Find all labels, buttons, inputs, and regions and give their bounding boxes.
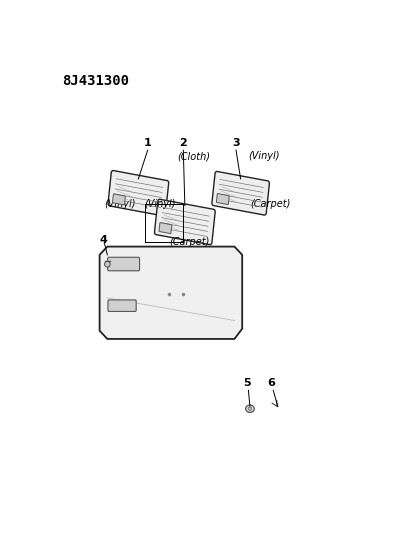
Text: (Carpet): (Carpet) [169,238,210,247]
Text: 2: 2 [180,138,187,148]
Text: (Cloth): (Cloth) [177,151,210,161]
Text: 8J431300: 8J431300 [62,74,130,88]
Text: 6: 6 [268,378,276,388]
FancyBboxPatch shape [159,223,172,233]
FancyBboxPatch shape [216,193,229,205]
Text: (Vinyl): (Vinyl) [248,151,280,161]
FancyBboxPatch shape [154,199,215,245]
Text: (Vinyl): (Vinyl) [144,199,176,209]
Text: 4: 4 [100,236,108,245]
Ellipse shape [104,261,110,267]
FancyBboxPatch shape [108,171,169,216]
Text: (Carpet): (Carpet) [250,199,290,209]
Text: 5: 5 [243,378,251,388]
FancyBboxPatch shape [108,257,140,271]
Polygon shape [100,247,242,339]
Ellipse shape [246,405,254,413]
FancyBboxPatch shape [212,172,270,215]
Text: (Vinyl): (Vinyl) [104,199,136,209]
Ellipse shape [248,407,252,410]
FancyBboxPatch shape [112,194,125,205]
Text: 1: 1 [144,138,152,148]
Text: 3: 3 [232,138,240,148]
FancyBboxPatch shape [108,300,136,311]
